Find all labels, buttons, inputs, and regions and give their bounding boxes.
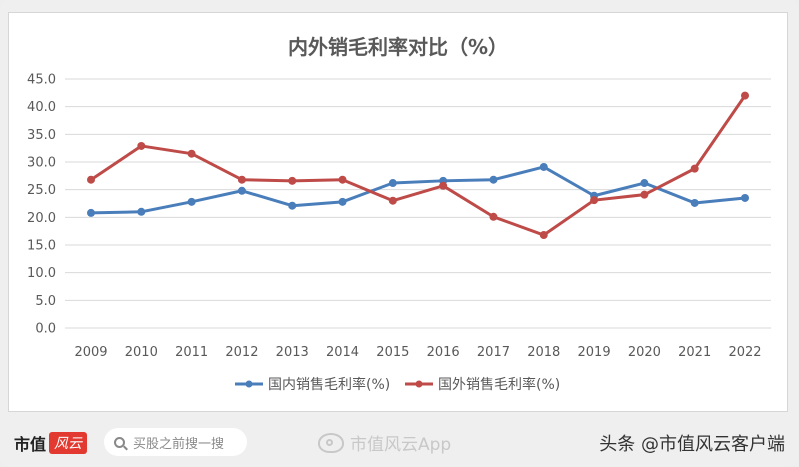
toutiao-credit: 头条 @市值风云客户端: [599, 434, 785, 455]
data-point: [539, 231, 548, 240]
search-placeholder: 买股之前搜一搜: [133, 436, 225, 452]
data-point: [137, 141, 146, 150]
search-box[interactable]: 买股之前搜一搜: [104, 428, 247, 456]
legend-marker: [245, 380, 253, 388]
brand-logo[interactable]: 市值 风云: [14, 430, 88, 456]
x-tick-label: 2012: [225, 345, 258, 360]
x-tick-label: 2018: [527, 345, 560, 360]
y-tick-label: 35.0: [27, 128, 56, 143]
series-line-0: [90, 165, 746, 215]
data-point: [439, 181, 448, 190]
line-chart: 内外销毛利率对比（%） 0.0 5.0 10.0 15.0 20.0 25.0 30.0 35.…: [27, 35, 771, 393]
search-icon: [114, 436, 125, 448]
x-tick-label: 2013: [276, 345, 309, 360]
legend-marker: [415, 380, 423, 388]
chart-title: 内外销毛利率对比（%）: [288, 35, 508, 59]
x-tick-label: 2014: [326, 345, 359, 360]
chart-container: 内外销毛利率对比（%） 0.0 5.0 10.0 15.0 20.0 25.0 30.0 35.…: [8, 12, 788, 412]
data-point: [237, 186, 246, 195]
x-tick-label: 2010: [125, 345, 158, 360]
weibo-watermark: 市值风云App: [318, 430, 451, 455]
data-point: [137, 207, 146, 216]
footer-bar: 市值 风云 买股之前搜一搜 市值风云App 头条 @市值风云客户端: [0, 418, 799, 467]
y-tick-label: 15.0: [27, 239, 56, 254]
y-tick-label: 5.0: [35, 294, 56, 309]
weibo-icon: [318, 432, 344, 453]
y-tick-label: 25.0: [27, 183, 56, 198]
data-point: [288, 176, 297, 185]
data-point: [87, 175, 95, 184]
series-line-1: [90, 94, 747, 237]
x-tick-label: 2017: [477, 345, 510, 360]
data-point: [741, 193, 749, 202]
data-point: [187, 149, 196, 158]
data-point: [741, 91, 749, 100]
x-tick-label: 2020: [628, 345, 661, 360]
y-tick-label: 30.0: [27, 156, 56, 171]
brand-text: 市值: [14, 435, 47, 454]
data-point: [590, 196, 599, 205]
legend-label: 国内销售毛利率(%): [268, 376, 390, 393]
x-tick-label: 2009: [74, 345, 107, 360]
data-point: [388, 179, 397, 188]
x-tick-label: 2019: [578, 345, 611, 360]
y-tick-label: 40.0: [27, 100, 56, 115]
x-tick-label: 2022: [728, 345, 761, 360]
x-tick-label: 2021: [678, 345, 711, 360]
data-point: [690, 164, 699, 173]
data-point: [338, 197, 347, 206]
data-point: [288, 201, 297, 210]
legend-label: 国外销售毛利率(%): [438, 376, 560, 393]
x-tick-label: 2016: [427, 345, 460, 360]
data-point: [489, 175, 498, 184]
x-tick-label: 2015: [376, 345, 409, 360]
data-point: [187, 197, 196, 206]
y-tick-label: 0.0: [35, 322, 56, 337]
data-point: [87, 208, 95, 217]
data-point: [690, 198, 699, 207]
y-tick-label: 20.0: [27, 211, 56, 226]
data-point: [640, 179, 649, 188]
data-point: [539, 162, 548, 171]
data-point: [388, 196, 397, 205]
x-tick-label: 2011: [175, 345, 208, 360]
y-tick-label: 10.0: [27, 266, 56, 281]
data-point: [640, 190, 649, 199]
data-point: [489, 212, 498, 221]
y-tick-label: 45.0: [27, 73, 56, 88]
data-point: [237, 175, 246, 184]
brand-badge: 风云: [49, 432, 88, 454]
data-point: [338, 175, 347, 184]
weibo-text: 市值风云App: [350, 435, 452, 455]
